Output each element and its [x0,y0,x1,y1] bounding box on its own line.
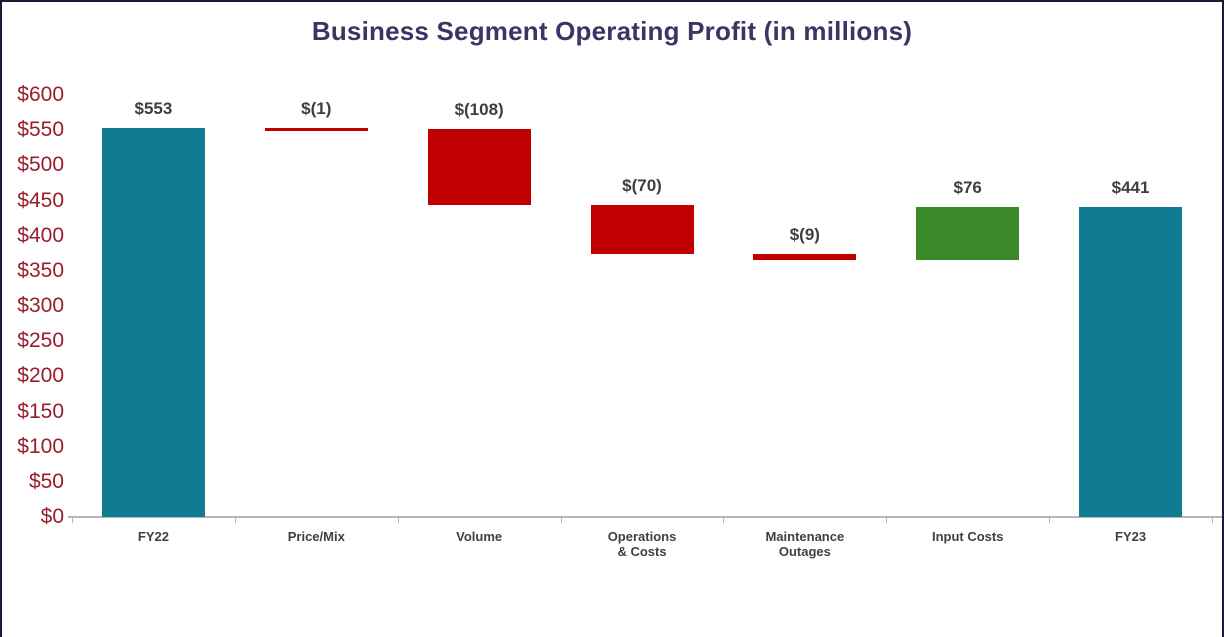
y-axis-label: $150 [17,399,64,423]
x-tick-mark [234,518,236,523]
x-axis-label-input-costs: Input Costs [931,529,1004,544]
bar-value-label-operations-costs: $(70) [622,175,662,195]
x-axis-label-fy23: FY23 [1115,529,1147,544]
y-axis-label: $300 [17,294,64,317]
y-axis-label: $400 [17,223,64,247]
y-axis-label: $450 [17,188,64,212]
y-axis: $0 $50 $100 $150 $200 $250 $300 $350 $400 $450 $50… [2,83,64,528]
x-axis-label-operations-costs: Operations & Costs [607,529,677,559]
x-tick-mark [1212,518,1213,523]
chart-title: Business Segment Operating Profit (in mi… [311,16,913,46]
x-tick-mark [723,518,725,523]
waterfall-bar-operations-costs [590,204,694,254]
x-tick-mark [1049,518,1051,523]
waterfall-bar-maintenance-outages [753,253,857,261]
waterfall-bar-input-costs [916,206,1020,261]
x-axis: FY22 Price/Mix Volume Operations & Costs Mai… [72,525,1212,569]
waterfall-bar-fy23 [1079,206,1183,517]
y-axis-label: $250 [17,329,64,353]
x-tick-mark [397,518,399,523]
x-axis-label-fy22: FY22 [137,529,169,544]
y-axis-label: $350 [17,258,64,282]
x-axis-label-maintenance-outages: Maintenance Outages [765,529,845,559]
x-axis-label-volume: Volume [456,529,503,544]
y-axis-label: $550 [17,118,64,142]
waterfall-bar-volume [427,128,531,205]
plot-area: $553 $(1) $(108) $(70) $(9) $76 $441 [68,95,1222,523]
waterfall-bar-fy22 [101,128,205,517]
y-axis-label: $500 [17,153,64,177]
x-tick-mark [886,518,888,523]
x-tick-mark [560,518,562,523]
y-axis-label: $50 [28,469,64,493]
x-axis-line [68,516,1222,518]
bar-value-label-volume: $(108) [454,99,504,119]
bar-value-label-price-mix: $(1) [301,99,332,119]
y-axis-label: $0 [40,505,64,528]
bar-value-label-fy22: $553 [134,99,173,119]
y-axis-label: $200 [17,364,64,388]
bar-value-label-fy23: $441 [1111,177,1150,197]
bar-value-label-input-costs: $76 [953,177,982,197]
x-tick-mark [72,518,73,523]
x-axis-label-price-mix: Price/Mix [287,529,345,544]
y-axis-label: $100 [17,434,64,458]
waterfall-bar-price-mix [264,128,368,131]
bar-value-label-maintenance-outages: $(9) [789,224,820,244]
y-axis-label: $600 [17,83,64,106]
